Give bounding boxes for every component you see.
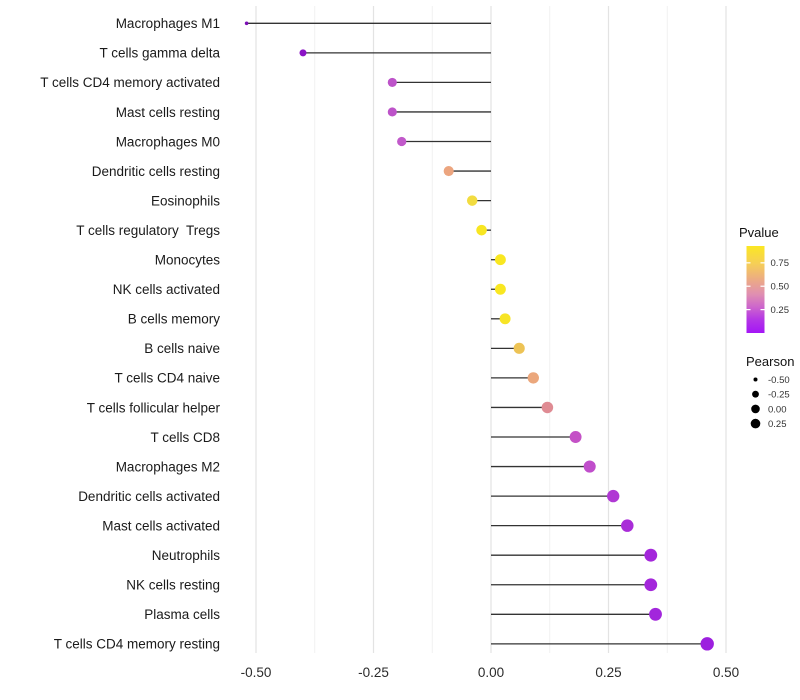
lollipop-dot [387,77,397,87]
lollipop-dot [443,166,454,177]
pearson-tick-label: -0.50 [768,375,790,386]
pearson-size-dot [752,390,759,398]
lollipop-row: T cells CD4 memory activated [40,75,491,90]
lollipop-row: Mast cells resting [116,105,491,120]
lollipop-dot [513,342,525,354]
pearson-tick-label: 0.00 [768,404,787,415]
lollipop-row: T cells gamma delta [99,46,491,61]
lollipop-row: Eosinophils [151,193,491,208]
y-axis-label: Plasma cells [144,607,220,622]
lollipop-dot [299,49,307,57]
lollipop-dot [527,372,539,384]
lollipop-dot [644,548,658,562]
y-axis-label: Dendritic cells resting [92,164,220,179]
lollipop-dot [466,195,478,206]
pearson-size-dot [750,418,761,429]
y-axis-label: NK cells activated [113,282,220,297]
lollipop-row: Macrophages M0 [116,134,491,149]
lollipop-row: Macrophages M1 [116,16,491,31]
y-axis-label: Dendritic cells activated [78,489,220,504]
legend: Pvalue 0.75 0.50 0.25 Pearson -0.50 -0.25 0.00 0… [739,225,794,430]
pearson-size-dot [753,377,758,382]
pearson-tick-label: 0.25 [768,419,787,430]
lollipop-row: NK cells activated [113,282,506,297]
lollipop-dot [244,21,249,26]
y-axis-label: T cells regulatory Tregs [76,223,220,238]
x-axis-tick-label: -0.50 [241,665,272,680]
pvalue-tick-label: 0.50 [771,282,790,293]
pvalue-legend-title: Pvalue [739,225,779,240]
lollipop-dot [644,578,658,592]
x-axis-tick-label: 0.50 [713,665,739,680]
x-axis-tick-label: 0.00 [478,665,504,680]
lollipop-row: Dendritic cells resting [92,164,491,179]
lollipop-dot [700,637,714,651]
x-axis: -0.50 -0.25 0.00 0.25 0.50 [241,665,740,680]
lollipop-dot [649,607,662,621]
lollipop-dot [621,519,634,532]
lollipop-row: Monocytes [155,253,506,268]
lollipop-dot [476,224,487,236]
pearson-size-dot [751,404,760,414]
lollipop-row: T cells CD8 [150,430,582,445]
lollipop-rows: Macrophages M1 T cells gamma delta T cells… [40,16,714,652]
y-axis-label: Eosinophils [151,193,220,208]
lollipop-row: Dendritic cells activated [78,489,620,504]
lollipop-row: Neutrophils [152,548,658,563]
y-axis-label: T cells CD4 memory activated [40,75,220,90]
lollipop-row: B cells naive [144,341,525,356]
lollipop-row: T cells CD4 memory resting [54,637,714,652]
gridlines [255,6,727,653]
y-axis-label: T cells CD8 [150,430,220,445]
y-axis-label: Neutrophils [152,548,221,563]
y-axis-label: T cells gamma delta [99,46,220,61]
pvalue-gradient-bar [746,246,765,333]
y-axis-label: Mast cells resting [116,105,220,120]
y-axis-label: T cells CD4 naive [114,371,220,386]
lollipop-dot [499,313,511,325]
y-axis-label: Macrophages M0 [116,134,220,149]
pearson-tick-label: -0.25 [768,390,790,401]
lollipop-dot [397,136,407,147]
lollipop-row: T cells regulatory Tregs [76,223,491,238]
pvalue-tick-label: 0.25 [771,305,790,316]
lollipop-row: Mast cells activated [102,518,634,533]
lollipop-dot [494,283,506,295]
lollipop-row: T cells CD4 naive [114,371,539,386]
lollipop-row: Plasma cells [144,607,662,622]
lollipop-dot [607,489,620,503]
lollipop-dot [494,254,506,266]
lollipop-dot [387,107,397,117]
y-axis-label: Macrophages M2 [116,459,220,474]
x-axis-tick-label: 0.25 [595,665,621,680]
lollipop-dot [541,401,554,414]
y-axis-label: Monocytes [155,253,221,268]
lollipop-dot [583,460,596,473]
y-axis-label: T cells follicular helper [87,400,221,415]
lollipop-row: B cells memory [128,312,511,327]
pvalue-tick-label: 0.75 [771,258,790,269]
lollipop-row: T cells follicular helper [87,400,554,415]
lollipop-dot [569,431,582,443]
lollipop-row: Macrophages M2 [116,459,596,474]
lollipop-row: NK cells resting [126,578,658,593]
y-axis-label: NK cells resting [126,578,220,593]
y-axis-label: Mast cells activated [102,518,220,533]
y-axis-label: B cells naive [144,341,220,356]
y-axis-label: B cells memory [128,312,221,327]
pearson-legend-title: Pearson [746,354,794,369]
y-axis-label: Macrophages M1 [116,16,220,31]
y-axis-label: T cells CD4 memory resting [54,637,220,652]
x-axis-tick-label: -0.25 [358,665,389,680]
